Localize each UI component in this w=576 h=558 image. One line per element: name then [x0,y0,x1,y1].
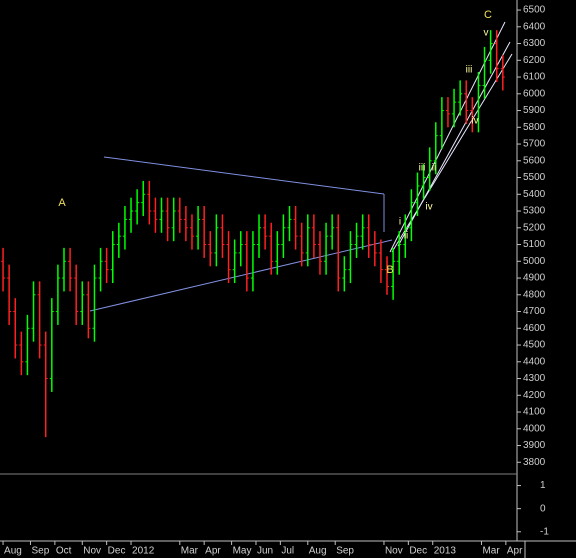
y-tick-label: 4400 [523,356,546,367]
y-tick-label: 5400 [523,189,546,200]
y-tick-label: 6000 [523,88,546,99]
y-tick-label: 5000 [523,256,546,267]
y-tick-label: 4600 [523,323,546,334]
y-tick-label: 4100 [523,407,546,418]
x-tick-label: May [233,546,252,557]
y-tick-label: 4200 [523,390,546,401]
trendlines [89,156,393,312]
x-tick-label: Oct [56,546,72,557]
y-tick-label: 4800 [523,289,546,300]
y-tick-label: 4000 [523,423,546,434]
x-tick-label: Dec [108,546,126,557]
annotation: ii [404,231,408,242]
x-tick-label: Nov [83,546,101,557]
x-tick-label: Aug [4,546,22,557]
annotation: ii [432,163,436,174]
y-tick-label: 5900 [523,105,546,116]
x-tick-label: 2012 [132,546,155,557]
x-tick-label: Jun [257,546,273,557]
y-tick-label: 5700 [523,139,546,150]
x-tick-label: Sep [336,546,354,557]
y-tick-label: 5200 [523,222,546,233]
y-tick-label: 3800 [523,457,546,468]
x-tick-label: Apr [507,546,523,557]
trendline [89,239,393,312]
annotation: A [58,197,66,209]
y-tick-label: 3900 [523,440,546,451]
y-tick-label: 4900 [523,273,546,284]
annotation: i [399,217,401,228]
y-tick-label: 6100 [523,72,546,83]
y-tick-label: 5500 [523,172,546,183]
y-tick-label: 0 [540,503,546,514]
x-tick-label: Aug [309,546,327,557]
y-tick-label: 6400 [523,21,546,32]
x-tick-label: Apr [205,546,221,557]
trendline [103,156,385,195]
y-tick-label: -1 [540,526,549,537]
annotation: C [484,9,492,21]
x-tick-label: 2013 [434,546,457,557]
y-tick-label: 6500 [523,5,546,16]
y-tick-label: 4300 [523,373,546,384]
x-tick-label: Mar [482,546,500,557]
annotation: iii [466,65,473,76]
y-tick-label: 5800 [523,122,546,133]
annotation: iii [419,163,426,174]
x-tick-label: Mar [181,546,199,557]
y-tick-label: 6200 [523,55,546,66]
x-tick-label: Sep [31,546,49,557]
y-tick-label: 1 [540,480,546,491]
x-tick-label: Dec [409,546,427,557]
x-tick-label: Nov [385,546,403,557]
annotation: v [484,28,489,39]
annotation: B [386,264,393,276]
y-tick-label: 5600 [523,155,546,166]
y-tick-label: 6300 [523,38,546,49]
y-tick-label: 4700 [523,306,546,317]
y-tick-label: 5300 [523,206,546,217]
annotation: iv [471,116,478,127]
annotation: iv [425,202,432,213]
y-tick-label: 5100 [523,239,546,250]
y-tick-label: 4500 [523,340,546,351]
x-tick-label: Jul [281,546,294,557]
